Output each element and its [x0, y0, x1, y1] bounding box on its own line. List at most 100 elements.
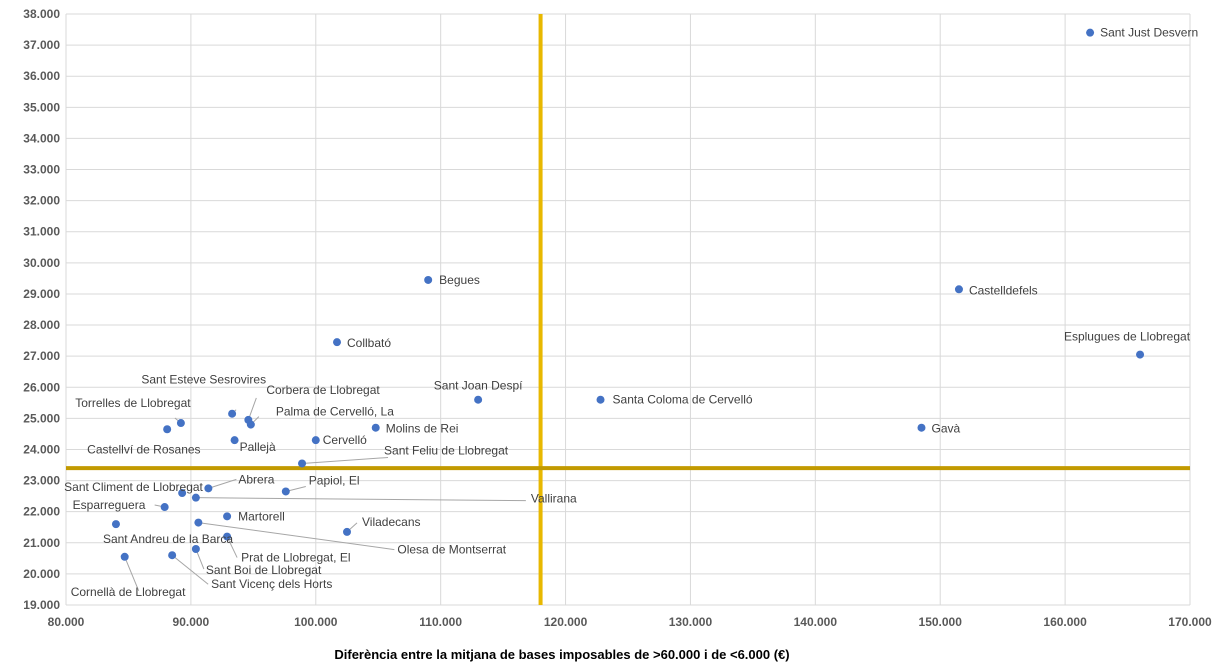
point-label: Papiol, El — [309, 473, 360, 487]
point-label: Sant Just Desvern — [1100, 26, 1198, 40]
y-tick-label: 23.000 — [23, 474, 60, 488]
data-point — [194, 518, 203, 527]
point-label: Esparreguera — [73, 498, 146, 512]
y-tick-label: 34.000 — [23, 131, 60, 145]
x-tick-label: 170.000 — [1168, 615, 1212, 629]
point-label: Begues — [439, 273, 480, 287]
point-label: Castellví de Rosanes — [87, 442, 200, 456]
label-leader-line — [195, 497, 526, 502]
reference-lines — [66, 14, 1190, 605]
point-label: Sant Climent de Llobregat — [64, 480, 203, 494]
y-tick-label: 20.000 — [23, 567, 60, 581]
point-label: Sant Esteve Sesrovires — [141, 373, 266, 387]
data-point — [120, 552, 129, 561]
data-point — [160, 503, 169, 512]
data-points — [111, 28, 1145, 561]
data-point — [371, 423, 380, 432]
label-leader-line — [124, 556, 140, 591]
x-tick-label: 90.000 — [173, 615, 210, 629]
point-label: Sant Andreu de la Barca — [103, 532, 233, 546]
data-point — [223, 512, 232, 521]
y-tick-label: 29.000 — [23, 287, 60, 301]
point-label: Sant Feliu de Llobregat — [384, 443, 509, 457]
data-point — [474, 395, 483, 404]
y-tick-label: 35.000 — [23, 100, 60, 114]
point-label: Abrera — [238, 472, 274, 486]
data-point — [281, 487, 290, 496]
point-label: Prat de Llobregat, El — [241, 551, 350, 565]
y-tick-label: 37.000 — [23, 38, 60, 52]
x-tick-label: 80.000 — [48, 615, 85, 629]
point-label: Cornellà de Llobregat — [71, 585, 186, 599]
point-label: Martorell — [238, 509, 285, 523]
point-label: Castelldefels — [969, 283, 1038, 297]
point-label: Santa Coloma de Cervelló — [613, 393, 753, 407]
x-tick-label: 110.000 — [419, 615, 462, 629]
point-label: Cervelló — [323, 433, 367, 447]
y-tick-label: 38.000 — [23, 7, 60, 21]
y-tick-label: 26.000 — [23, 380, 60, 394]
data-point — [176, 419, 185, 428]
data-point — [954, 285, 963, 294]
point-label: Torrelles de Llobregat — [75, 396, 191, 410]
label-leader-line — [171, 554, 209, 585]
data-point — [424, 275, 433, 284]
point-label: Sant Vicenç dels Horts — [211, 577, 332, 591]
y-tick-label: 31.000 — [23, 225, 60, 239]
data-point — [230, 436, 239, 445]
data-point — [343, 527, 351, 536]
point-labels: Sant Just Desvern Castelldefels Esplugues … — [64, 26, 1198, 599]
data-point — [178, 489, 187, 498]
point-label: Sant Boi de Llobregat — [206, 563, 322, 577]
label-leader-line — [198, 522, 395, 551]
y-tick-label: 21.000 — [23, 536, 60, 550]
data-point — [163, 425, 172, 434]
y-tick-label: 27.000 — [23, 349, 60, 363]
point-label: Olesa de Montserrat — [397, 543, 506, 557]
gridlines — [65, 13, 1191, 606]
y-tick-label: 22.000 — [23, 505, 60, 519]
y-tick-label: 30.000 — [23, 256, 60, 270]
x-axis-title: Diferència entre la mitjana de bases imp… — [334, 647, 789, 662]
point-label: Pallejà — [240, 440, 276, 454]
point-label: Vallirana — [531, 492, 577, 506]
data-point — [228, 409, 237, 418]
x-tick-label: 160.000 — [1043, 615, 1087, 629]
point-label: Palma de Cervelló, La — [276, 405, 394, 419]
point-label: Collbató — [347, 336, 391, 350]
point-label: Viladecans — [362, 515, 421, 529]
data-point — [1136, 350, 1145, 359]
y-tick-label: 36.000 — [23, 69, 60, 83]
data-point — [191, 493, 200, 502]
y-tick-label: 33.000 — [23, 163, 60, 177]
data-point — [111, 520, 120, 529]
x-tick-label: 140.000 — [794, 615, 838, 629]
data-point — [298, 459, 307, 468]
y-tick-label: 24.000 — [23, 442, 60, 456]
label-leader-line — [208, 478, 237, 489]
y-tick-label: 28.000 — [23, 318, 60, 332]
data-point — [333, 338, 342, 347]
point-label: Sant Joan Despí — [434, 379, 523, 393]
data-point — [191, 545, 200, 554]
point-label: Molins de Rei — [386, 422, 459, 436]
data-point — [1086, 28, 1095, 37]
y-tick-label: 32.000 — [23, 194, 60, 208]
data-point — [223, 532, 232, 541]
point-label: Corbera de Llobregat — [266, 383, 380, 397]
x-tick-label: 100.000 — [294, 615, 338, 629]
data-point — [311, 436, 320, 445]
data-point — [596, 395, 605, 404]
point-label: Gavà — [931, 422, 960, 436]
x-tick-label: 120.000 — [544, 615, 588, 629]
label-leader-line — [302, 456, 389, 464]
x-tick-label: 130.000 — [669, 615, 713, 629]
data-point — [917, 423, 926, 432]
tick-labels: 19.000 20.000 21.000 22.000 23.000 24.000 25.0… — [23, 7, 1212, 629]
y-tick-label: 25.000 — [23, 411, 60, 425]
point-label: Esplugues de Llobregat — [1064, 330, 1191, 344]
data-point — [168, 551, 177, 560]
data-point — [204, 484, 213, 493]
y-tick-label: 19.000 — [23, 598, 60, 612]
